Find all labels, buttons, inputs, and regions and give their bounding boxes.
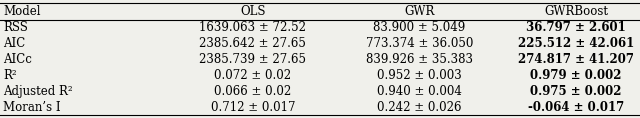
Text: Adjusted R²: Adjusted R² xyxy=(3,85,73,98)
Text: 2385.642 ± 27.65: 2385.642 ± 27.65 xyxy=(200,37,306,50)
Text: R²: R² xyxy=(3,69,17,82)
Text: 36.797 ± 2.601: 36.797 ± 2.601 xyxy=(526,21,626,34)
Text: 2385.739 ± 27.65: 2385.739 ± 27.65 xyxy=(199,53,307,66)
Text: 0.072 ± 0.02: 0.072 ± 0.02 xyxy=(214,69,291,82)
Text: -0.064 ± 0.017: -0.064 ± 0.017 xyxy=(528,101,624,114)
Text: 0.979 ± 0.002: 0.979 ± 0.002 xyxy=(531,69,621,82)
Text: 0.975 ± 0.002: 0.975 ± 0.002 xyxy=(531,85,621,98)
Text: 83.900 ± 5.049: 83.900 ± 5.049 xyxy=(373,21,465,34)
Text: RSS: RSS xyxy=(3,21,28,34)
Text: 0.066 ± 0.02: 0.066 ± 0.02 xyxy=(214,85,291,98)
Text: 0.952 ± 0.003: 0.952 ± 0.003 xyxy=(377,69,461,82)
Text: AIC: AIC xyxy=(3,37,26,50)
Text: 773.374 ± 36.050: 773.374 ± 36.050 xyxy=(365,37,473,50)
Text: GWRBoost: GWRBoost xyxy=(544,5,608,18)
Text: Moran’s I: Moran’s I xyxy=(3,101,61,114)
Text: OLS: OLS xyxy=(240,5,266,18)
Text: GWR: GWR xyxy=(404,5,435,18)
Text: 1639.063 ± 72.52: 1639.063 ± 72.52 xyxy=(199,21,307,34)
Text: 225.512 ± 42.061: 225.512 ± 42.061 xyxy=(518,37,634,50)
Text: 0.940 ± 0.004: 0.940 ± 0.004 xyxy=(377,85,461,98)
Text: 0.712 ± 0.017: 0.712 ± 0.017 xyxy=(211,101,295,114)
Text: 0.242 ± 0.026: 0.242 ± 0.026 xyxy=(377,101,461,114)
Text: AICc: AICc xyxy=(3,53,32,66)
Text: 274.817 ± 41.207: 274.817 ± 41.207 xyxy=(518,53,634,66)
Text: 839.926 ± 35.383: 839.926 ± 35.383 xyxy=(365,53,473,66)
Text: Model: Model xyxy=(3,5,41,18)
